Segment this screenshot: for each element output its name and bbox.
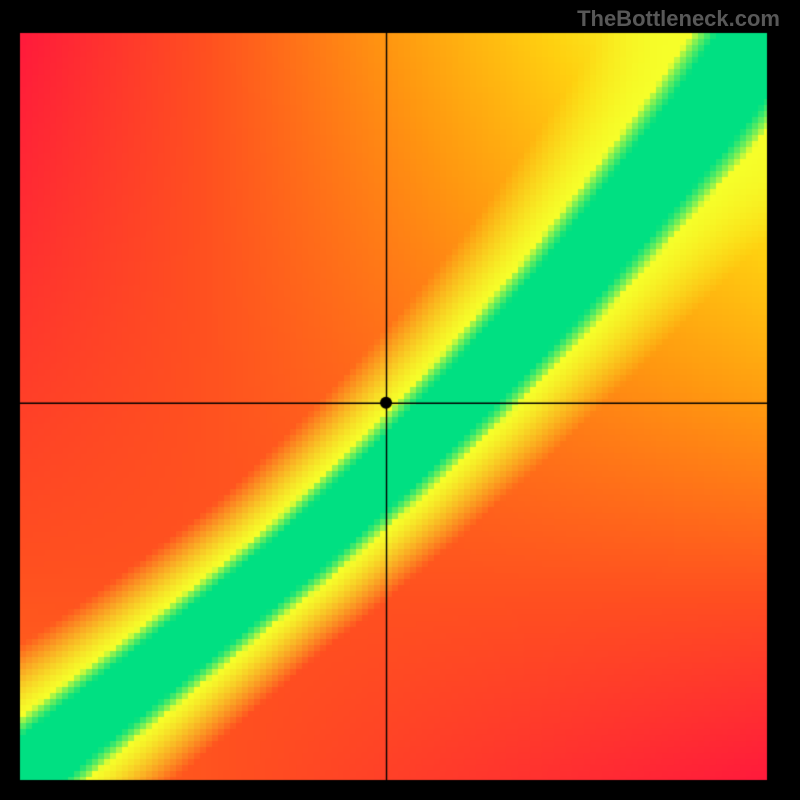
bottleneck-heatmap — [0, 0, 800, 800]
watermark-text: TheBottleneck.com — [577, 6, 780, 32]
